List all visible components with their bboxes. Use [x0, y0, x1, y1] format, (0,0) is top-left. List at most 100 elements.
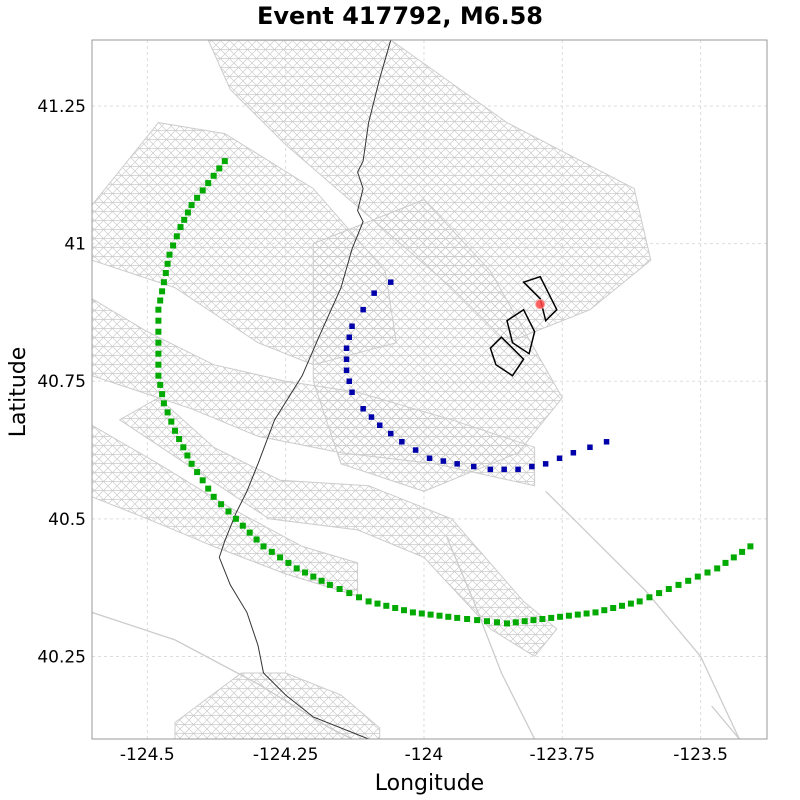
y-tick-label: 40.75: [37, 372, 86, 392]
contour-point: [216, 165, 223, 172]
contour-point: [501, 466, 507, 473]
contour-point: [418, 610, 425, 617]
contour-point: [636, 598, 643, 605]
contour-point: [302, 569, 308, 576]
x-tick-label: -124.25: [253, 745, 319, 765]
contour-point: [159, 288, 166, 295]
contour-point: [548, 614, 555, 621]
contour-point: [739, 548, 746, 555]
contour-point: [346, 334, 352, 340]
contour-point: [619, 602, 625, 609]
contour-point: [592, 609, 599, 616]
contour-point: [268, 548, 275, 555]
contour-point: [210, 493, 217, 500]
contour-point: [656, 590, 663, 597]
contour-point: [388, 279, 394, 285]
contour-point: [392, 605, 399, 611]
contour-point: [374, 600, 381, 607]
contour-point: [285, 559, 292, 566]
contour-point: [471, 463, 477, 470]
contour-point: [714, 565, 721, 572]
chart-title: Event 417792, M6.58: [257, 2, 543, 30]
contour-point: [349, 323, 355, 329]
contour-point: [587, 444, 593, 450]
contour-point: [155, 306, 162, 313]
x-tick-label: -123.5: [673, 745, 728, 765]
rupture-surface: [522, 275, 558, 323]
contour-point: [160, 279, 167, 286]
contour-point: [155, 350, 162, 357]
contour-point: [574, 611, 581, 618]
contour-point: [436, 612, 443, 619]
contour-point: [166, 251, 173, 258]
fault-trace: [711, 705, 740, 739]
contour-point: [409, 609, 416, 616]
contour-point: [343, 345, 350, 351]
contour-point: [194, 469, 201, 476]
contour-point: [184, 452, 191, 459]
contour-point: [504, 620, 510, 627]
contour-point: [277, 554, 284, 561]
contour-point: [155, 372, 162, 379]
contour-point: [225, 508, 232, 515]
contour-point: [454, 461, 460, 467]
contour-point: [377, 422, 383, 428]
contour-point: [722, 559, 729, 566]
contour-point: [184, 209, 191, 216]
contour-point: [412, 447, 419, 453]
x-tick-label: -124.5: [120, 745, 175, 765]
contour-point: [343, 356, 350, 362]
contour-point: [232, 515, 239, 522]
contour-point: [349, 389, 355, 395]
contour-point: [685, 577, 692, 584]
contour-point: [360, 306, 366, 313]
contour-point: [199, 477, 206, 484]
contour-point: [172, 427, 178, 434]
contour-point: [205, 485, 212, 492]
contour-point: [730, 554, 737, 561]
hypocenter-marker: [535, 299, 546, 310]
contour-point: [565, 612, 572, 619]
fault-trace: [445, 535, 536, 739]
contour-point: [356, 594, 362, 601]
contour-point: [164, 260, 171, 267]
contour-point: [346, 590, 353, 597]
contour-point: [168, 418, 175, 425]
contour-point: [427, 611, 434, 618]
contour-point: [570, 450, 577, 456]
contour-point: [704, 569, 711, 576]
y-tick-label: 41.25: [37, 97, 86, 117]
rupture-surface: [489, 336, 525, 377]
contour-point: [155, 317, 162, 324]
contour-point: [155, 361, 162, 368]
fault-mesh-section: [174, 672, 381, 739]
contour-point: [610, 605, 617, 611]
contour-point: [170, 242, 177, 249]
y-tick-label: 41: [64, 235, 86, 255]
contour-point: [401, 607, 407, 614]
contour-point: [556, 455, 563, 461]
axis-ticks: -124.5 -124.25 -124 -123.75 -123.5 40.25 40.5 4…: [37, 97, 728, 765]
contour-point: [199, 187, 206, 194]
contour-point: [371, 290, 377, 296]
contour-point: [343, 367, 350, 373]
contour-point: [159, 391, 166, 398]
fault-trace: [545, 490, 740, 739]
contour-point: [180, 444, 187, 451]
contour-point: [426, 455, 433, 461]
contour-point: [221, 158, 228, 165]
contour-point: [512, 619, 519, 626]
contour-point: [747, 543, 754, 550]
fault-trace: [92, 611, 353, 739]
contour-point: [529, 463, 535, 470]
contour-point: [155, 339, 162, 346]
contour-point: [399, 439, 405, 445]
contour-point: [318, 577, 325, 584]
contour-point: [260, 543, 267, 550]
contour-point: [164, 409, 171, 416]
contour-point: [181, 216, 188, 223]
contour-point: [454, 614, 461, 621]
contour-point: [155, 328, 162, 335]
contour-point: [173, 233, 180, 240]
contour-point: [494, 619, 500, 626]
